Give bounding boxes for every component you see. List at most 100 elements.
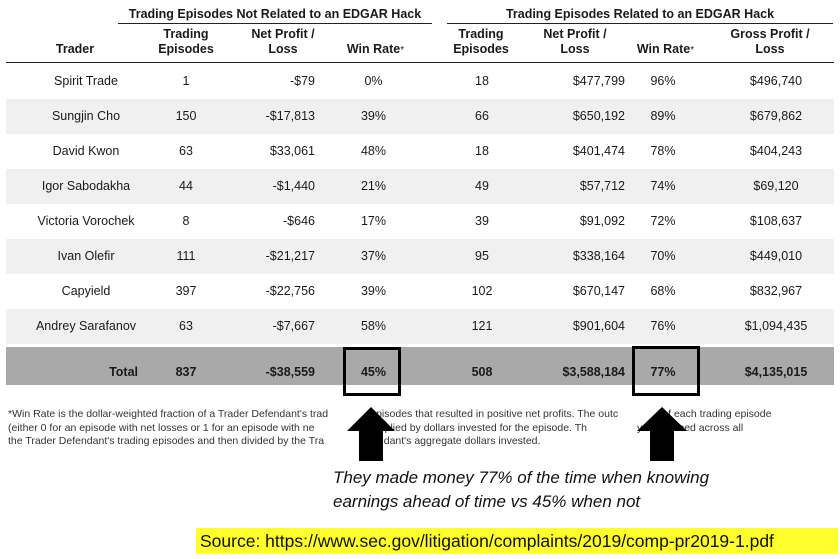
table-row: Igor Sabodakha 44 -$1,440 21% 49 $57,712 74% $6… bbox=[6, 169, 834, 204]
table-row: Capyield 397 -$22,756 39% 102 $670,147 68% $832… bbox=[6, 274, 834, 309]
episodes-2-cell: 121 bbox=[471, 319, 493, 333]
episodes-1-cell: 63 bbox=[179, 319, 193, 333]
net-profit-2-cell: $57,712 bbox=[579, 179, 625, 193]
net-profit-1-cell: -$17,813 bbox=[265, 109, 315, 123]
header-win-rate-1-asterisk: * bbox=[400, 45, 405, 56]
net-profit-2-cell: $650,192 bbox=[572, 109, 625, 123]
win-rate-1-cell: 37% bbox=[360, 249, 387, 263]
header-gross-profit-text: Gross Profit / Loss bbox=[730, 27, 810, 56]
trader-name-cell: Andrey Sarafanov bbox=[35, 319, 137, 333]
episodes-1-cell: 1 bbox=[182, 74, 190, 88]
net-profit-1-cell: -$22,756 bbox=[265, 284, 315, 298]
win-rate-2-cell: 89% bbox=[650, 109, 676, 123]
header-net-profit-1: Net Profit / Loss bbox=[238, 27, 328, 57]
table-row: Spirit Trade 1 -$79 0% 18 $477,799 96% $496,740 bbox=[6, 64, 834, 99]
header-episodes-2: Trading Episodes bbox=[450, 27, 512, 57]
header-net-profit-2: Net Profit / Loss bbox=[530, 27, 620, 57]
win-rate-1-cell: 39% bbox=[360, 109, 387, 123]
table-row: David Kwon 63 $33,061 48% 18 $401,474 78% $404,… bbox=[6, 134, 834, 169]
footnote-line-2: (either 0 for an episode with net losses… bbox=[8, 422, 834, 436]
table-row: Victoria Vorochek 8 -$646 17% 39 $91,092 72% $1… bbox=[6, 204, 834, 239]
header-win-rate-2: Win Rate* bbox=[628, 42, 703, 58]
gross-profit-cell: $449,010 bbox=[749, 249, 803, 263]
win-rate-2-cell: 68% bbox=[650, 284, 676, 298]
episodes-2-cell: 95 bbox=[475, 249, 489, 263]
episodes-2-cell: 39 bbox=[475, 214, 489, 228]
win-rate-2-cell: 72% bbox=[650, 214, 676, 228]
total-net-profit-1: -$38,559 bbox=[265, 365, 315, 379]
trader-name-cell: Ivan Olefir bbox=[57, 249, 115, 263]
total-win-rate-1: 45% bbox=[360, 365, 387, 379]
annotation-line-1: They made money 77% of the time when kno… bbox=[333, 468, 710, 487]
episodes-1-cell: 63 bbox=[179, 144, 193, 158]
net-profit-2-cell: $670,147 bbox=[572, 284, 625, 298]
footnote-line-1: *Win Rate is the dollar-weighted fractio… bbox=[8, 408, 834, 422]
header-win-rate-2-asterisk: * bbox=[690, 45, 695, 56]
highlight-box-77 bbox=[632, 346, 700, 396]
trader-name-cell: Spirit Trade bbox=[54, 74, 118, 88]
episodes-1-cell: 44 bbox=[179, 179, 193, 193]
gross-profit-cell: $679,862 bbox=[749, 109, 803, 123]
total-row: Total 837 -$38,559 45% 508 $3,588,184 77… bbox=[6, 347, 834, 385]
win-rate-2-cell: 74% bbox=[650, 179, 676, 193]
table-row: Sungjin Cho 150 -$17,813 39% 66 $650,192 89% $6… bbox=[6, 99, 834, 134]
footnote-1a: *Win Rate is the dollar-weighted fractio… bbox=[8, 408, 329, 420]
gross-profit-cell: $832,967 bbox=[749, 284, 803, 298]
win-rate-2-cell: 76% bbox=[650, 319, 676, 333]
win-rate-1-cell: 58% bbox=[360, 319, 387, 333]
episodes-1-cell: 111 bbox=[176, 249, 196, 263]
win-rate-2-cell: 78% bbox=[650, 144, 676, 158]
source-citation: Source: https://www.sec.gov/litigation/c… bbox=[196, 528, 838, 554]
group-header-related: Trading Episodes Related to an EDGAR Hac… bbox=[447, 7, 833, 24]
header-episodes-1-text: Trading Episodes bbox=[158, 27, 214, 56]
group-header-not-related: Trading Episodes Not Related to an EDGAR… bbox=[118, 7, 432, 24]
win-rate-1-cell: 17% bbox=[360, 214, 387, 228]
gross-profit-cell: $496,740 bbox=[749, 74, 803, 88]
highlight-box-45 bbox=[343, 347, 401, 396]
footnote-2b: multiplied by dollars invested for the e… bbox=[362, 421, 587, 434]
total-label: Total bbox=[109, 365, 138, 379]
net-profit-1-cell: -$646 bbox=[283, 214, 315, 228]
net-profit-1-cell: -$1,440 bbox=[272, 179, 315, 193]
trader-name-cell: Igor Sabodakha bbox=[41, 179, 131, 193]
win-rate-1-cell: 39% bbox=[360, 284, 387, 298]
trader-name-cell: Victoria Vorochek bbox=[37, 214, 135, 228]
total-gross-profit: $4,135,015 bbox=[744, 365, 808, 379]
header-gross-profit: Gross Profit / Loss bbox=[720, 27, 820, 57]
episodes-2-cell: 49 bbox=[475, 179, 489, 193]
footnote-line-3: the Trader Defendant's trading episodes … bbox=[8, 435, 834, 449]
win-rate-2-cell: 96% bbox=[650, 74, 676, 88]
episodes-1-cell: 8 bbox=[182, 214, 190, 228]
episodes-2-cell: 66 bbox=[475, 109, 489, 123]
win-rate-1-cell: 0% bbox=[364, 74, 383, 88]
episodes-1-cell: 150 bbox=[175, 109, 197, 123]
trader-name-cell: David Kwon bbox=[52, 144, 120, 158]
net-profit-2-cell: $338,164 bbox=[572, 249, 625, 263]
net-profit-2-cell: $901,604 bbox=[572, 319, 625, 333]
footnote-1b: pisodes that resulted in positive net pr… bbox=[376, 408, 619, 420]
footnote-1c: f each trading episode bbox=[668, 408, 772, 420]
total-episodes-1: 837 bbox=[175, 365, 197, 379]
footnote: *Win Rate is the dollar-weighted fractio… bbox=[8, 408, 834, 449]
total-win-rate-2: 77% bbox=[650, 365, 676, 379]
header-episodes-1: Trading Episodes bbox=[155, 27, 217, 57]
annotation-text: They made money 77% of the time when kno… bbox=[333, 466, 813, 514]
trader-name-cell: Sungjin Cho bbox=[51, 109, 121, 123]
net-profit-1-cell: $33,061 bbox=[269, 144, 315, 158]
table-row: Andrey Sarafanov 63 -$7,667 58% 121 $901,604 7… bbox=[6, 309, 834, 344]
net-profit-2-cell: $477,799 bbox=[572, 74, 625, 88]
gross-profit-cell: $1,094,435 bbox=[744, 319, 808, 333]
episodes-2-cell: 18 bbox=[475, 74, 489, 88]
trader-name-cell: Capyield bbox=[61, 284, 111, 298]
header-trader: Trader bbox=[55, 42, 95, 56]
net-profit-1-cell: -$7,667 bbox=[272, 319, 315, 333]
header-win-rate-1: Win Rate* bbox=[338, 42, 413, 58]
footnote-3b: endant's aggregate dollars invested. bbox=[372, 435, 541, 447]
annotation-line-2: earnings ahead of time vs 45% when not bbox=[333, 492, 641, 511]
total-episodes-2: 508 bbox=[471, 365, 493, 379]
up-arrow-icon bbox=[347, 407, 395, 461]
net-profit-1-cell: -$79 bbox=[289, 74, 315, 88]
net-profit-1-cell: -$21,217 bbox=[265, 249, 315, 263]
header-win-rate-1-text: Win Rate bbox=[346, 42, 401, 56]
up-arrow-icon bbox=[637, 407, 687, 461]
